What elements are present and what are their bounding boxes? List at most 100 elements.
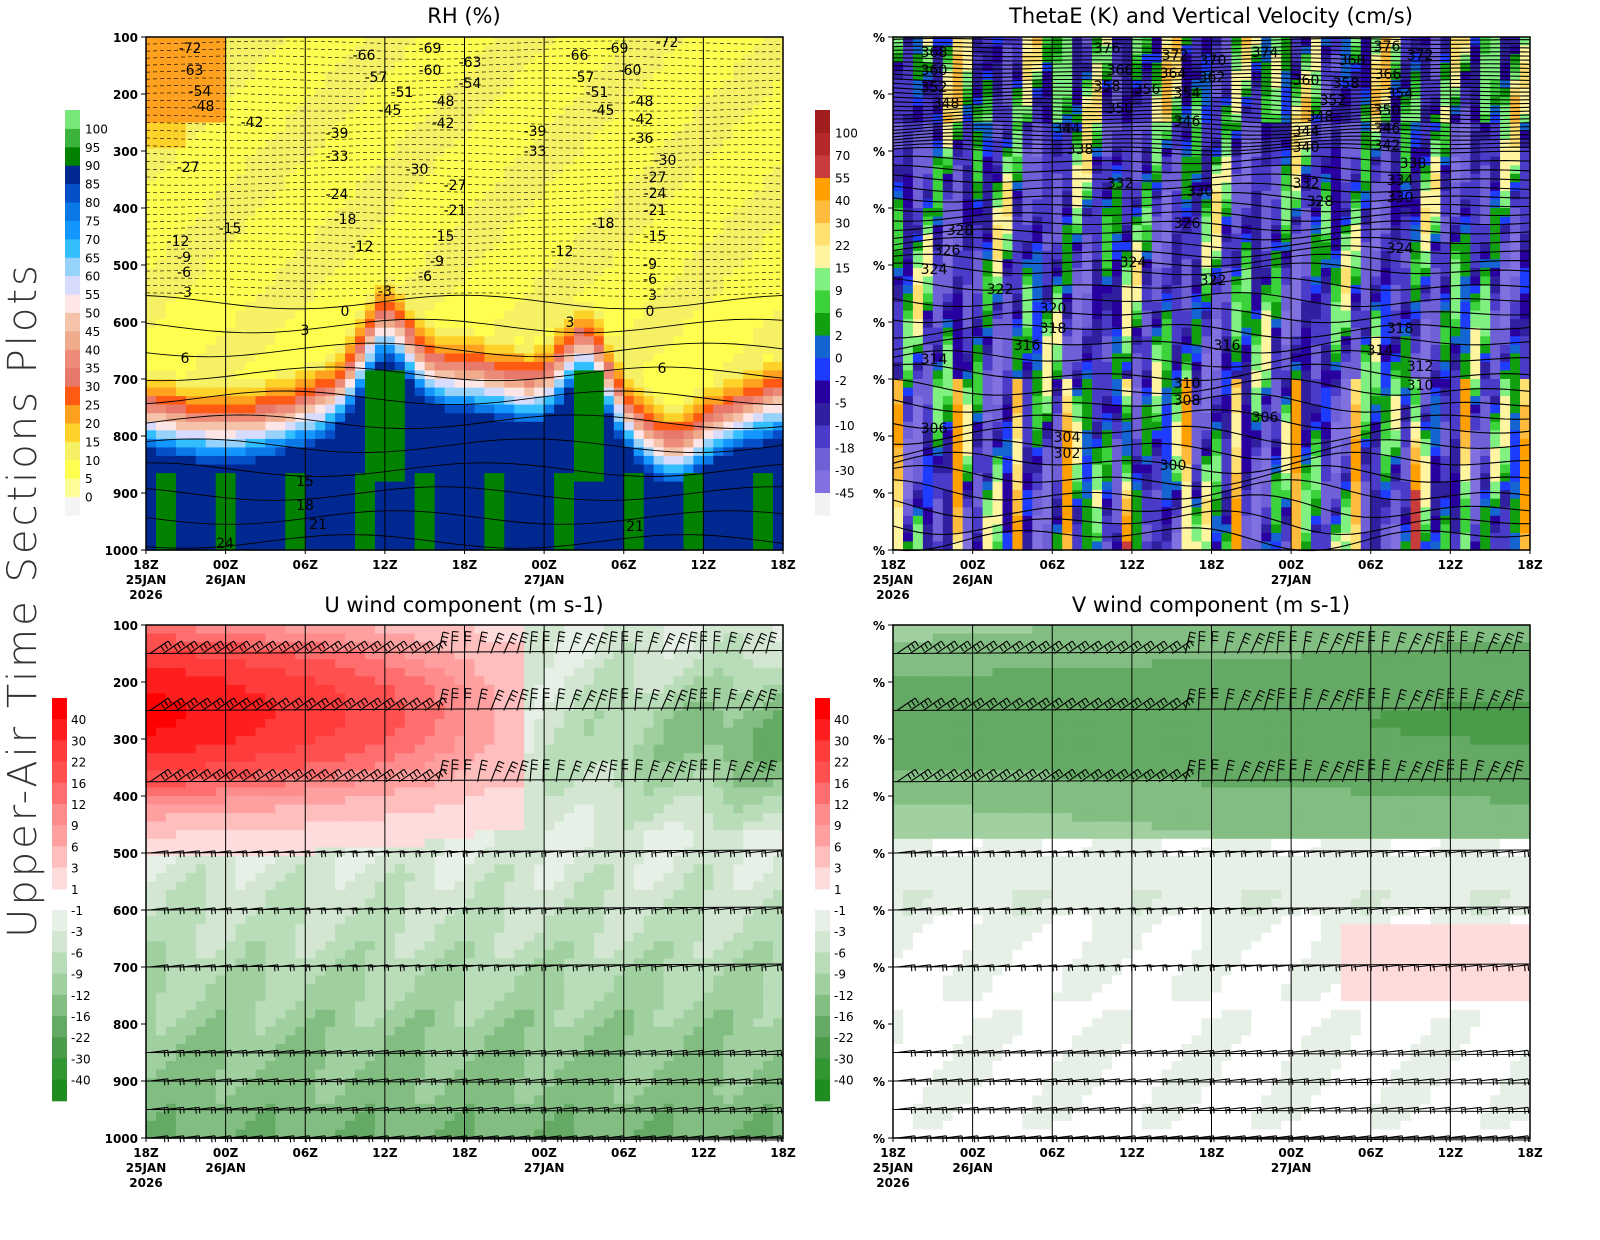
field-cell [156, 353, 167, 363]
field-cell [345, 481, 356, 491]
field-cell [753, 131, 764, 141]
field-cell [285, 361, 296, 372]
field-cell [613, 302, 625, 312]
field-cell [952, 379, 964, 389]
field-cell [1072, 96, 1083, 106]
field-cell [335, 88, 346, 98]
field-cell [743, 250, 754, 260]
field-cell [156, 455, 167, 466]
field-cell [942, 507, 954, 517]
field-cell [942, 498, 954, 508]
field-cell [723, 190, 734, 201]
field-cell [315, 396, 326, 406]
field-cell [942, 156, 954, 166]
field-cell [365, 148, 376, 158]
field-cell [524, 532, 535, 543]
field-cell [175, 447, 187, 457]
field-cell [365, 413, 376, 423]
field-cell [205, 199, 217, 209]
field-cell [743, 541, 754, 551]
field-cell [603, 88, 615, 98]
field-cell [374, 267, 386, 278]
field-cell [514, 156, 525, 166]
field-cell [185, 225, 197, 235]
field-cell [295, 370, 306, 380]
field-cell [444, 88, 456, 98]
field-cell [663, 131, 675, 141]
field-cell [1012, 336, 1023, 346]
field-cell [175, 404, 187, 414]
field-cell [365, 438, 376, 449]
field-cell [255, 464, 267, 474]
field-cell [365, 71, 376, 81]
field-cell [434, 233, 446, 243]
field-cell [982, 71, 994, 81]
field-cell [195, 71, 207, 81]
field-cell [355, 387, 366, 397]
field-cell [1062, 233, 1073, 243]
field-cell [593, 131, 605, 141]
field-cell [275, 327, 286, 337]
field-cell [185, 379, 197, 389]
field-cell [205, 344, 217, 354]
field-cell [454, 490, 466, 500]
field-cell [574, 379, 585, 389]
field-cell [1062, 532, 1073, 543]
field-cell [494, 293, 505, 303]
field-cell [544, 114, 555, 124]
field-cell [305, 131, 316, 141]
field-cell [564, 387, 575, 397]
field-cell [424, 396, 436, 406]
field-cell [972, 96, 984, 106]
field-cell [156, 122, 167, 132]
field-cell [424, 156, 436, 166]
field-cell [942, 182, 954, 192]
field-cell [912, 319, 924, 329]
field-cell [912, 430, 924, 440]
field-cell [146, 490, 157, 500]
field-cell [554, 276, 565, 286]
field-cell [404, 481, 416, 491]
field-cell [474, 71, 486, 81]
field-cell [593, 284, 605, 295]
field-cell [365, 344, 376, 354]
field-cell [554, 284, 565, 295]
field-cell [444, 336, 456, 346]
field-cell [335, 208, 346, 218]
field-cell [593, 37, 605, 47]
field-cell [335, 148, 346, 158]
field-cell [424, 259, 436, 269]
field-cell [295, 430, 306, 440]
field-cell [414, 250, 426, 260]
field-cell [434, 208, 446, 218]
field-cell [1052, 242, 1063, 252]
field-cell [653, 473, 665, 483]
field-cell [992, 396, 1004, 406]
field-cell [464, 182, 476, 192]
field-cell [613, 267, 625, 278]
field-cell [703, 71, 714, 81]
field-cell [1032, 54, 1043, 64]
field-cell [156, 250, 167, 260]
field-cell [365, 250, 376, 260]
field-cell [693, 259, 704, 269]
field-cell [165, 541, 177, 551]
field-cell [534, 182, 545, 192]
field-cell [743, 148, 754, 158]
field-cell [534, 319, 545, 329]
field-cell [743, 438, 754, 449]
field-cell [205, 131, 217, 141]
field-cell [1052, 473, 1063, 483]
field-cell [1052, 105, 1063, 115]
field-cell [703, 430, 714, 440]
field-cell [275, 498, 286, 508]
field-cell [574, 199, 585, 209]
field-cell [175, 310, 187, 320]
field-cell [663, 319, 675, 329]
field-cell [195, 148, 207, 158]
field-cell [723, 208, 734, 218]
field-cell [733, 379, 744, 389]
field-cell [315, 541, 326, 551]
field-cell [295, 208, 306, 218]
field-cell [982, 225, 994, 235]
